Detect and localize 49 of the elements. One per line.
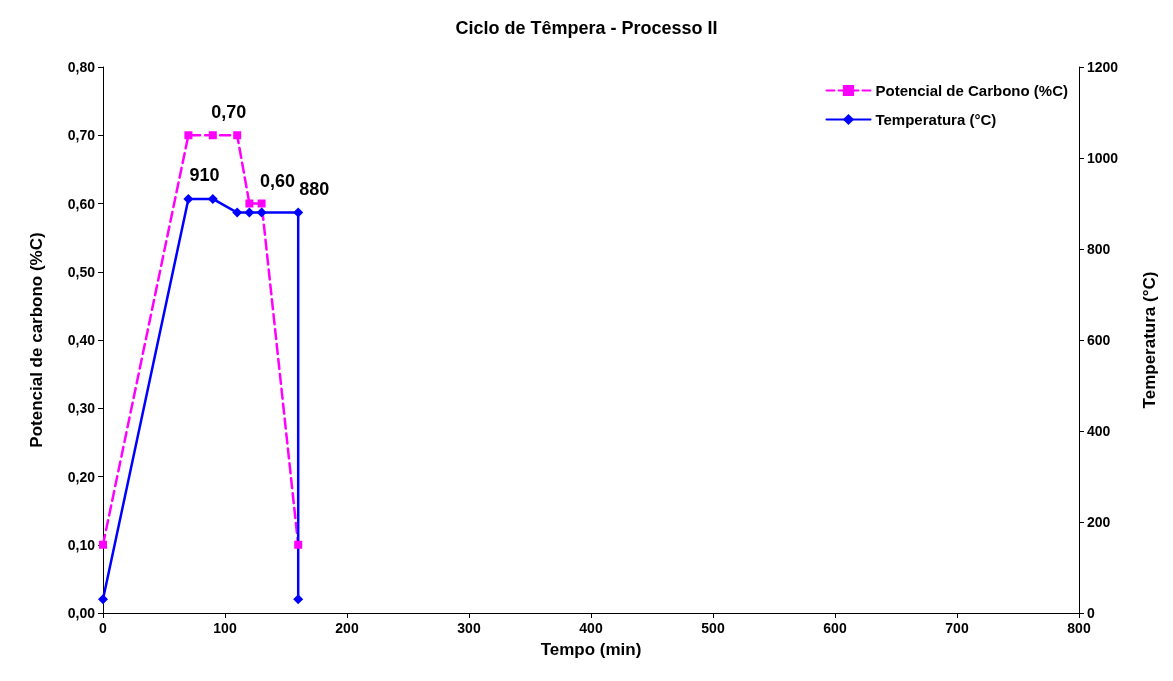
y-tick-label: 0,80	[67, 59, 96, 75]
x-tick-label: 100	[213, 620, 237, 636]
point	[256, 207, 267, 218]
x-tick-label: 300	[457, 620, 481, 636]
point	[244, 207, 255, 218]
y-tick-label: 0,50	[67, 263, 96, 280]
x-tick-label: 0	[99, 620, 108, 636]
x-axis-title: Tempo (min)	[540, 640, 642, 659]
point	[294, 540, 303, 549]
y2-tick-label: 1200	[1087, 59, 1119, 75]
point	[233, 131, 242, 140]
legend-label: Potencial de Carbono (%C)	[875, 82, 1069, 99]
x-tick-label: 400	[579, 620, 603, 636]
legend-label: Temperatura (°C)	[875, 111, 997, 128]
y-tick-label: 0,00	[67, 605, 96, 621]
y-tick-label: 0,40	[67, 332, 96, 348]
point	[99, 540, 107, 549]
x-tick-label: 800	[1067, 620, 1091, 636]
y2-tick-label: 200	[1087, 514, 1111, 530]
y-tick-label: 0,70	[67, 127, 96, 144]
chart-title: Ciclo de Têmpera - Processo II	[455, 18, 718, 38]
y-tick-label: 0,60	[67, 195, 96, 212]
y2-axis-title: Temperatura (°C)	[1140, 271, 1159, 409]
data-label: 910	[189, 164, 220, 185]
y-tick-label: 0,30	[67, 400, 96, 417]
x-tick-label: 700	[945, 620, 969, 636]
point	[184, 131, 193, 140]
point	[293, 594, 304, 605]
y2-tick-label: 0	[1087, 605, 1095, 621]
point	[98, 594, 108, 605]
data-label: 0,70	[211, 102, 247, 123]
point	[232, 207, 243, 218]
point	[257, 199, 266, 208]
y2-tick-label: 800	[1087, 241, 1111, 257]
y2-tick-label: 1000	[1087, 150, 1119, 166]
y2-tick-label: 600	[1087, 332, 1111, 348]
x-tick-label: 200	[335, 620, 359, 636]
x-tick-label: 500	[701, 620, 725, 636]
y2-tick-label: 400	[1087, 423, 1111, 439]
y-axis-title: Potencial de carbono (%C)	[27, 232, 46, 448]
y-tick-label: 0,10	[67, 536, 96, 553]
point	[293, 207, 304, 218]
data-label: 880	[299, 178, 330, 199]
y-tick-label: 0,20	[67, 468, 96, 485]
point	[208, 131, 217, 140]
x-tick-label: 600	[823, 620, 847, 636]
point	[245, 199, 254, 208]
point	[183, 193, 194, 204]
data-label: 0,60	[260, 170, 296, 191]
